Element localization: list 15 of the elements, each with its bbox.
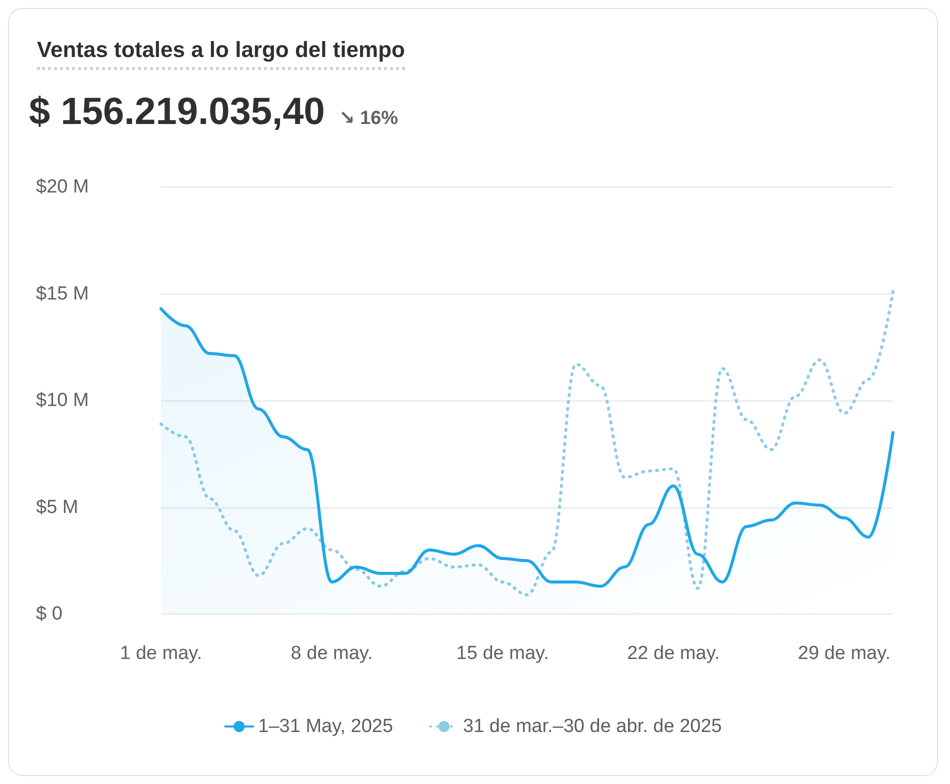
legend-label: 31 de mar.–30 de abr. de 2025	[463, 716, 722, 737]
x-tick-label: 22 de may.	[627, 643, 720, 664]
y-tick-label: $10 M	[36, 390, 89, 411]
legend-label: 1–31 May, 2025	[258, 716, 394, 737]
x-tick-label: 15 de may.	[456, 643, 549, 664]
chart-title: Ventas totales a lo largo del tiempo	[37, 37, 405, 70]
y-tick-label: $ 0	[36, 604, 62, 624]
x-tick-label: 29 de may.	[798, 643, 890, 664]
text: ↘ 16%	[338, 107, 398, 130]
x-tick-label: 1 de may.	[120, 643, 202, 664]
y-tick-label: $5 M	[36, 496, 78, 518]
y-tick-label: $20 M	[36, 176, 89, 198]
chart-subtitle: $ 156.219.035,40	[29, 91, 325, 134]
x-tick-label: 8 de may.	[290, 643, 373, 664]
y-tick-label: $15 M	[36, 283, 89, 304]
